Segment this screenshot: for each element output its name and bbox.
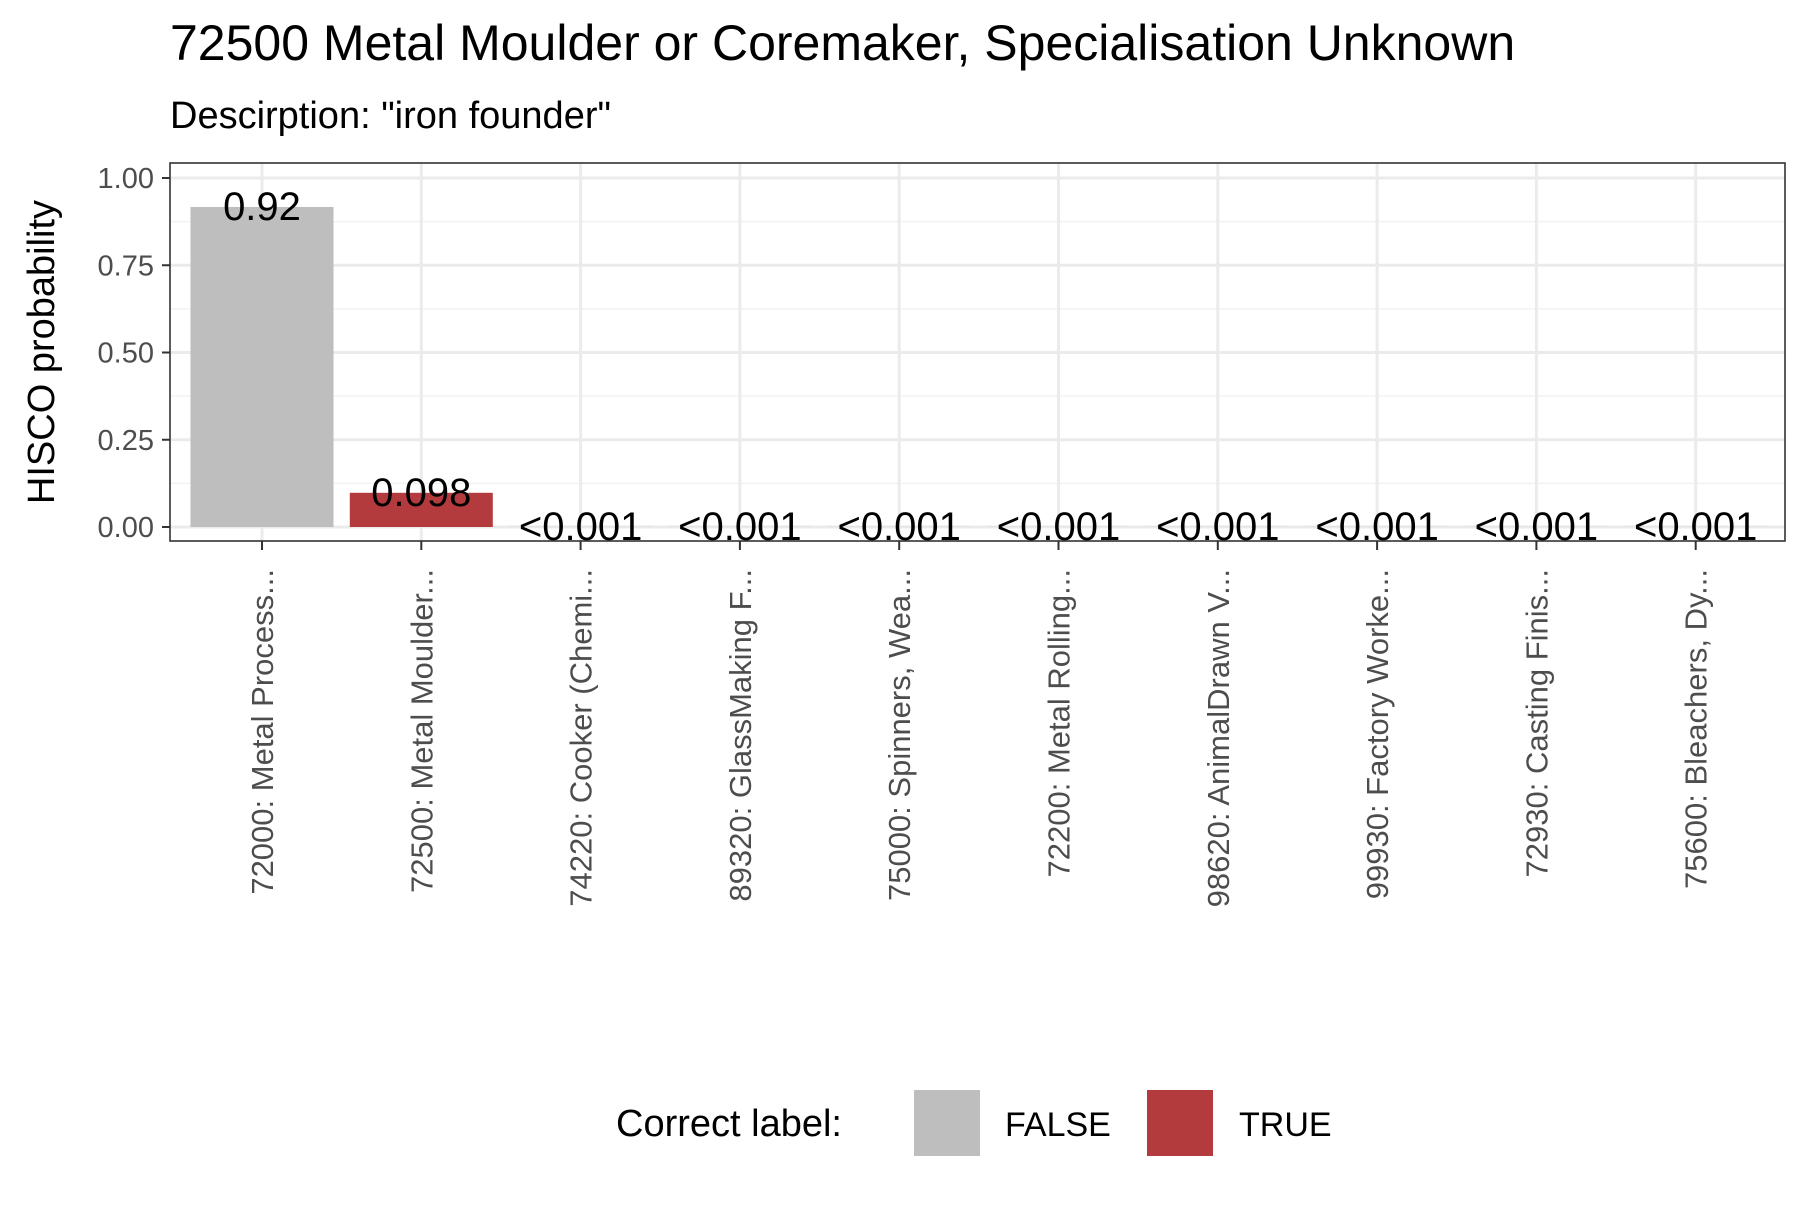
x-tick-label: 75000: Spinners, Wea...: [882, 569, 917, 901]
x-tick-label: 74220: Cooker (Chemi...: [564, 569, 599, 907]
x-tick-label: 72500: Metal Moulder...: [404, 569, 439, 893]
x-tick-label: 72200: Metal Rolling...: [1042, 569, 1077, 877]
data-label: 0.92: [223, 185, 301, 229]
legend-key-false: [914, 1090, 980, 1156]
legend-key-true: [1147, 1090, 1213, 1156]
x-tick-label: 89320: GlassMaking F...: [723, 569, 758, 902]
chart-title: 72500 Metal Moulder or Coremaker, Specia…: [170, 15, 1515, 71]
x-tick-label: 98620: AnimalDrawn V...: [1201, 569, 1236, 907]
legend-title: Correct label:: [616, 1103, 842, 1145]
x-tick-label: 99930: Factory Worke...: [1360, 569, 1395, 899]
y-tick-label: 0.00: [98, 512, 154, 544]
y-axis-title: HISCO probability: [21, 200, 63, 504]
x-tick-label: 72930: Casting Finis...: [1519, 569, 1554, 877]
y-tick-label: 0.25: [98, 425, 154, 457]
plot-panel: 0.920.098<0.001<0.001<0.001<0.001<0.001<…: [98, 163, 1785, 907]
y-tick-label: 0.75: [98, 250, 154, 282]
legend-label-true: TRUE: [1239, 1106, 1332, 1144]
x-tick-label: 75600: Bleachers, Dy...: [1679, 569, 1714, 889]
chart-subtitle: Descirption: "iron founder": [170, 95, 611, 137]
x-tick-label: 72000: Metal Process...: [245, 569, 280, 895]
bar: [191, 207, 334, 527]
y-tick-label: 1.00: [98, 163, 154, 195]
legend-label-false: FALSE: [1005, 1106, 1111, 1144]
data-label: 0.098: [371, 471, 471, 515]
y-tick-label: 0.50: [98, 338, 154, 370]
legend: Correct label: FALSE TRUE: [616, 1090, 1332, 1156]
